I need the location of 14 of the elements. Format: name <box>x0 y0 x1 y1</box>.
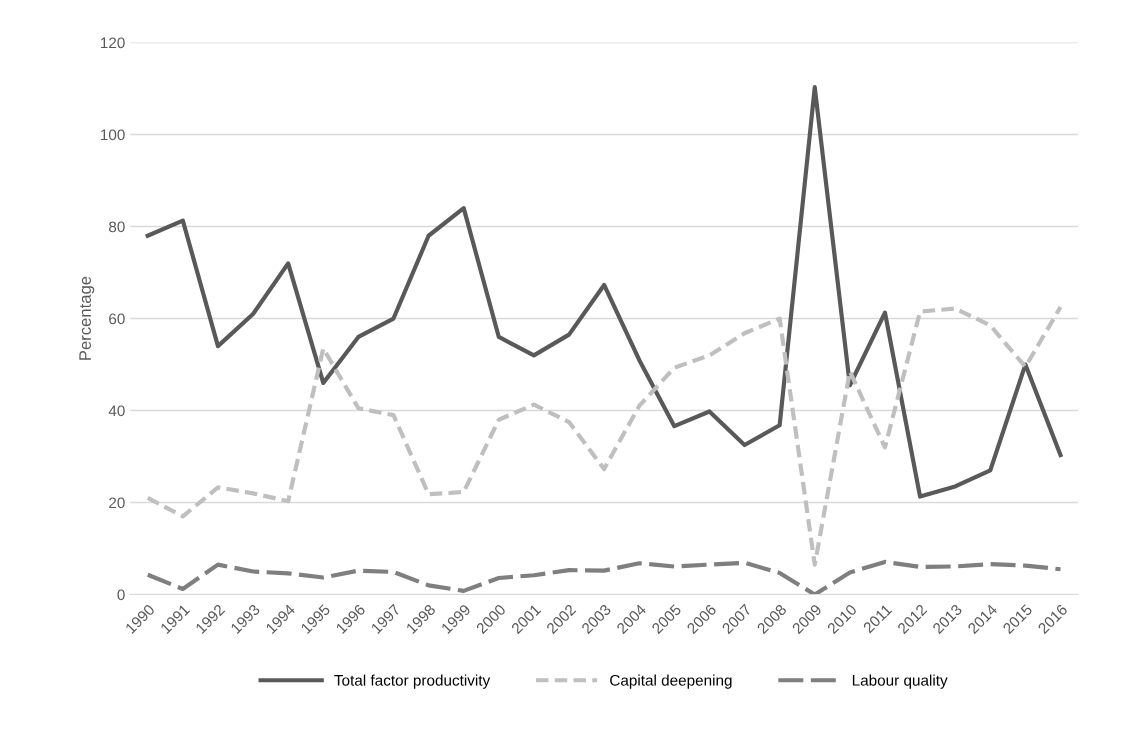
line-series <box>145 304 1063 567</box>
line-series <box>145 85 1063 499</box>
y-tick-label: 40 <box>108 405 125 417</box>
y-tick-label: 100 <box>101 129 125 141</box>
line-series <box>145 559 1063 595</box>
legend-label: Capital deepening <box>610 674 732 689</box>
y-tick-label: 20 <box>109 497 125 509</box>
y-axis-title: Percentage <box>79 276 95 360</box>
y-tick-label: 80 <box>109 221 125 233</box>
y-tick-label: 60 <box>109 313 125 325</box>
legend-label: Labour quality <box>852 674 948 689</box>
y-tick-label: 120 <box>101 37 125 49</box>
legend-label: Total factor productivity <box>334 674 491 689</box>
y-tick-label: 0 <box>117 589 125 601</box>
